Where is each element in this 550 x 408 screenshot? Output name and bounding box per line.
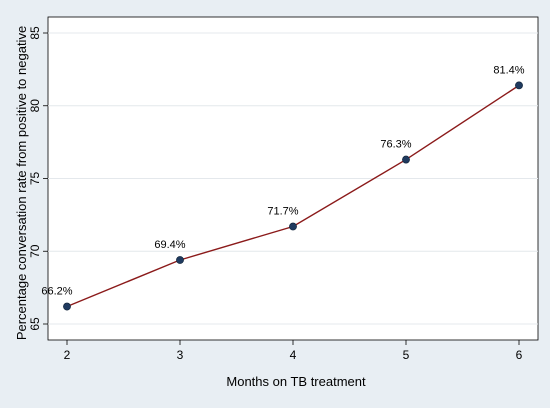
data-point: [289, 222, 297, 231]
series-group: 66.2% 69.4% 71.7% 76.3% 81.4%: [41, 64, 525, 311]
x-tick-label: 5: [403, 348, 410, 362]
data-label: 69.4%: [154, 239, 185, 251]
x-tick-label: 2: [64, 348, 71, 362]
grid-lines: [48, 32, 538, 325]
data-label: 71.7%: [267, 206, 298, 218]
y-tick-label: 70: [28, 244, 42, 258]
data-label: 66.2%: [41, 286, 72, 298]
data-point: [515, 81, 523, 90]
x-tick-label: 4: [290, 348, 297, 362]
y-axis-label: Percentage conversation rate from positi…: [14, 26, 29, 340]
data-point: [402, 155, 410, 164]
x-axis-label: Months on TB treatment: [226, 374, 366, 389]
x-tick-label: 3: [177, 348, 184, 362]
y-tick-label: 85: [28, 26, 42, 40]
data-label: 81.4%: [493, 64, 524, 76]
x-tick-label: 6: [516, 348, 523, 362]
data-label: 76.3%: [380, 139, 411, 151]
data-point: [63, 302, 71, 311]
y-axis: 65 70 75 80 85: [28, 26, 48, 331]
data-point: [176, 256, 184, 264]
y-tick-label: 75: [28, 172, 42, 186]
y-tick-label: 65: [28, 317, 42, 331]
x-axis: 2 3 4 5 6: [64, 340, 523, 362]
y-tick-label: 80: [28, 99, 42, 113]
